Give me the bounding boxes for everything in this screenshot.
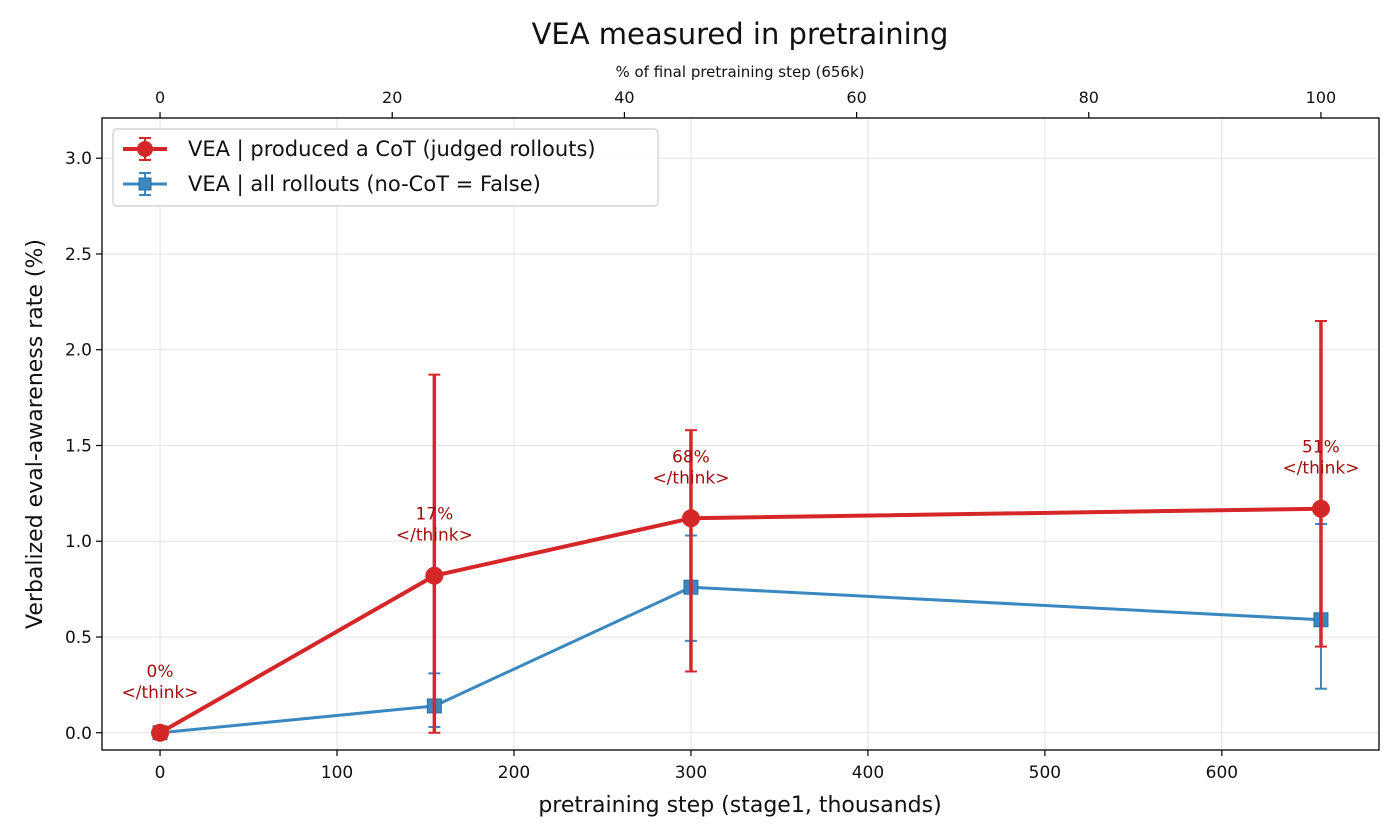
annotation-percent: 51% — [1302, 438, 1340, 458]
legend-item: VEA | produced a CoT (judged rollouts) — [123, 137, 596, 162]
x-tick-label: 600 — [1206, 763, 1238, 783]
x-tick-label: 400 — [852, 763, 884, 783]
legend-box — [112, 128, 659, 207]
data-point — [151, 723, 170, 742]
x-tick-label: 500 — [1029, 763, 1061, 783]
series-produced-cot — [151, 320, 1330, 742]
x-tick-label: 300 — [675, 763, 707, 783]
annotation-think: </think> — [652, 468, 729, 488]
y-tick-label: 2.0 — [65, 341, 92, 361]
axis-ticks: 0 100 200 300 400 500 6000.00.51.01.52.02.53.0… — [65, 88, 1336, 783]
legend-swatch-marker — [137, 141, 153, 157]
data-point — [681, 509, 700, 528]
top-axis-label: % of final pretraining step (656k) — [615, 63, 864, 81]
x-axis-label: pretraining step (stage1, thousands) — [538, 793, 941, 818]
annotation-percent: 0% — [147, 662, 174, 682]
y-tick-label: 3.0 — [65, 149, 92, 169]
top-tick-label: 100 — [1306, 88, 1337, 107]
annotation-think: </think> — [1282, 459, 1359, 479]
plot-frame — [101, 117, 1380, 751]
y-tick-label: 0.0 — [65, 724, 92, 744]
legend-label: VEA | produced a CoT (judged rollouts) — [188, 137, 596, 162]
x-tick-label: 100 — [321, 763, 353, 783]
plot-marks — [151, 320, 1330, 742]
legend-swatch-marker — [138, 177, 152, 191]
annotation-think: </think> — [122, 683, 199, 703]
y-tick-label: 1.5 — [65, 436, 92, 456]
annotations: 0%</think>17%</think>68%</think>51%</thi… — [122, 438, 1360, 703]
y-tick-label: 0.5 — [65, 628, 92, 648]
y-tick-label: 2.5 — [65, 245, 92, 265]
legend-label: VEA | all rollouts (no-CoT = False) — [188, 172, 541, 197]
series-line — [159, 585, 1322, 735]
series-line — [159, 506, 1321, 735]
series-all-rollouts — [152, 523, 1329, 741]
data-point — [1311, 499, 1330, 518]
top-tick-label: 40 — [614, 88, 634, 107]
y-tick-label: 1.0 — [65, 532, 92, 552]
data-point — [425, 566, 444, 585]
annotation-percent: 17% — [415, 505, 453, 525]
x-tick-label: 200 — [498, 763, 530, 783]
grid — [102, 118, 1379, 750]
annotation-think: </think> — [396, 526, 473, 546]
top-tick-label: 0 — [155, 88, 165, 107]
x-tick-label: 0 — [155, 763, 166, 783]
chart-title: VEA measured in pretraining — [532, 17, 949, 51]
top-tick-label: 80 — [1079, 88, 1099, 107]
annotation-percent: 68% — [672, 447, 710, 467]
y-axis-label: Verbalized eval-awareness rate (%) — [23, 239, 48, 629]
top-tick-label: 60 — [846, 88, 866, 107]
legend: VEA | produced a CoT (judged rollouts) VE… — [112, 128, 659, 207]
legend-item: VEA | all rollouts (no-CoT = False) — [123, 172, 541, 197]
top-tick-label: 20 — [382, 88, 402, 107]
